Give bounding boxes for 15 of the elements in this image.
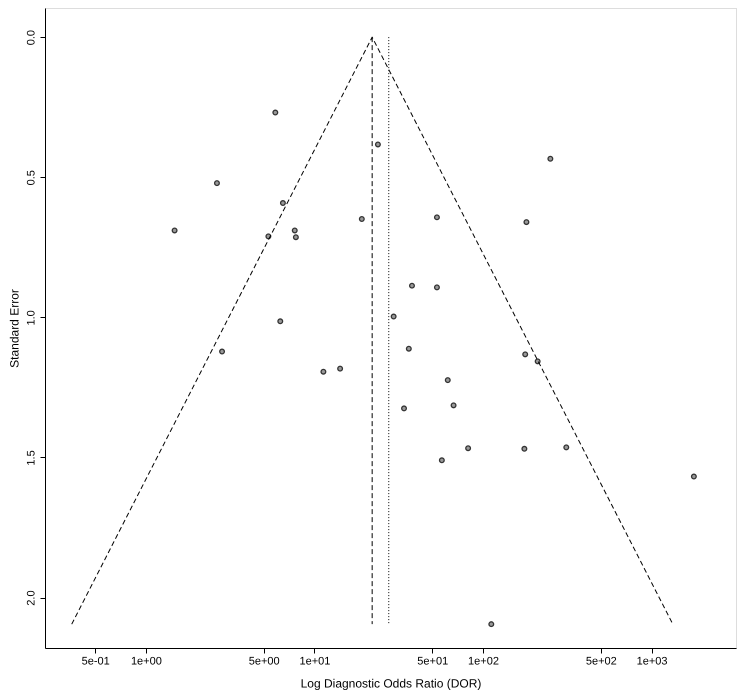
x-tick-label: 5e+01 (417, 656, 448, 668)
x-tick-label: 1e+03 (636, 656, 668, 668)
y-tick-label: 0.0 (26, 30, 38, 46)
x-tick-label: 5e+02 (586, 656, 617, 668)
x-tick-label: 5e+00 (248, 656, 280, 668)
x-axis-title: Log Diagnostic Odds Ratio (DOR) (300, 676, 482, 690)
x-tick-label: 5e-01 (82, 656, 110, 668)
x-tick-label: 1e+00 (130, 656, 162, 668)
y-tick-label: 1.5 (26, 450, 38, 466)
y-tick-label: 2.0 (26, 590, 38, 606)
x-tick-label: 1e+02 (468, 656, 499, 668)
y-tick-label: 1.0 (26, 310, 38, 326)
x-tick-label: 1e+01 (299, 656, 330, 668)
y-axis-title: Standard Error (8, 289, 22, 368)
y-tick-label: 0.5 (26, 170, 38, 186)
